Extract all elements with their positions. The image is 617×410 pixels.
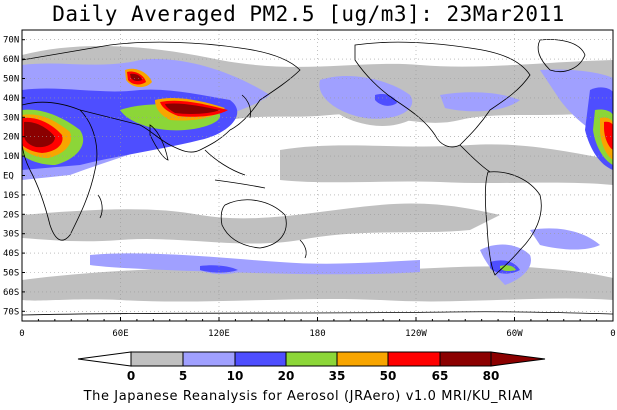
colorbar-swatch — [130, 351, 184, 367]
colorbar-label: 50 — [380, 369, 397, 383]
map-area — [22, 30, 613, 321]
pm25-band-above-80 — [24, 73, 220, 148]
latitude-label: 30S — [3, 230, 19, 240]
colorbar-swatch — [387, 351, 441, 367]
footer-credit: The Japanese Reanalysis for Aerosol (JRA… — [83, 389, 534, 404]
colorbar-label: 35 — [329, 369, 346, 383]
longitude-label: 60E — [112, 329, 128, 339]
latitude-label: 60S — [3, 288, 19, 298]
latitude-label: 10S — [3, 191, 19, 201]
colorbar-swatch — [490, 351, 546, 367]
gridlines — [22, 30, 613, 321]
latitude-label: 10N — [3, 152, 19, 162]
latitude-label: 70S — [3, 307, 19, 317]
latitude-label: 70N — [3, 36, 19, 46]
latitude-label: EQ — [3, 172, 14, 182]
colorbar-swatch — [336, 351, 389, 367]
longitude-label: 180 — [309, 329, 325, 339]
latitude-labels: 70N 60N 50N 40N 30N 20N 10N EQ 10S 20S 30S 40S 50S 60… — [3, 36, 19, 318]
colorbar-swatch — [234, 351, 287, 367]
coastlines — [22, 39, 613, 316]
latitude-label: 60N — [3, 55, 19, 65]
colorbar-swatch — [439, 351, 492, 367]
colorbar: 0 5 10 20 35 50 65 80 — [77, 351, 546, 383]
latitude-label: 20S — [3, 210, 19, 220]
latitude-label: 20N — [3, 133, 19, 143]
longitude-label: 0 — [19, 329, 24, 339]
longitude-label: 0 — [610, 329, 615, 339]
colorbar-swatch — [285, 351, 338, 367]
longitude-label: 120W — [405, 329, 427, 339]
latitude-label: 50S — [3, 269, 19, 279]
longitude-ticks — [21, 317, 614, 321]
latitude-ticks — [22, 39, 25, 312]
longitude-labels: 0 60E 120E 180 120W 60W 0 — [19, 329, 615, 339]
latitude-label: 30N — [3, 113, 19, 123]
colorbar-label: 65 — [432, 369, 449, 383]
colorbar-label: 80 — [483, 369, 500, 383]
colorbar-label: 5 — [179, 369, 187, 383]
colorbar-label: 10 — [227, 369, 244, 383]
colorbar-swatch — [182, 351, 236, 367]
longitude-label: 120E — [208, 329, 230, 339]
colorbar-label: 0 — [127, 369, 135, 383]
latitude-label: 40S — [3, 249, 19, 259]
latitude-label: 50N — [3, 75, 19, 85]
colorbar-swatch — [77, 351, 132, 367]
colorbar-label: 20 — [278, 369, 295, 383]
latitude-label: 40N — [3, 94, 19, 104]
map-title: Daily Averaged PM2.5 [ug/m3]: 23Mar2011 — [52, 2, 565, 26]
longitude-label: 60W — [506, 329, 523, 339]
